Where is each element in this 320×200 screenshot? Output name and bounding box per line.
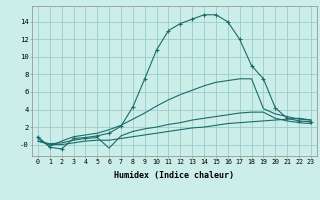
X-axis label: Humidex (Indice chaleur): Humidex (Indice chaleur) (115, 171, 234, 180)
